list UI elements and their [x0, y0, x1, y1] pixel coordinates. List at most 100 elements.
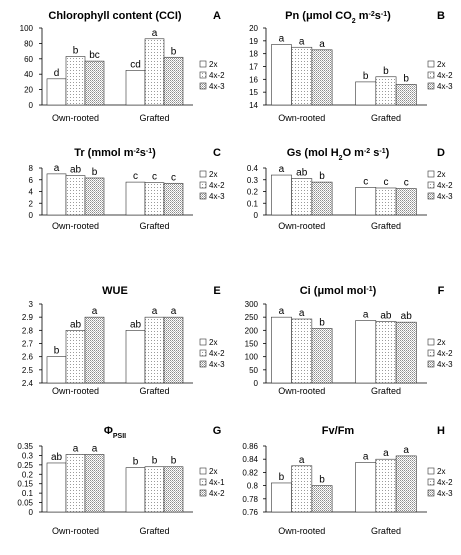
- legend-label: 4x-3: [437, 192, 453, 201]
- significance-letter: d: [54, 68, 60, 79]
- y-tick-label: 0.25: [17, 461, 33, 470]
- significance-letter: b: [171, 456, 177, 467]
- y-tick-label: 20: [249, 24, 258, 33]
- y-tick-label: 0.78: [242, 495, 258, 504]
- significance-letter: a: [383, 448, 389, 459]
- significance-letter: b: [92, 167, 98, 178]
- bar-4x-3-own-rooted: [311, 49, 333, 106]
- significance-letter: ab: [401, 311, 413, 322]
- bar-4x-2-own-rooted: [291, 46, 313, 106]
- significance-letter: a: [152, 306, 158, 317]
- y-tick-label: 100: [20, 24, 34, 33]
- bar-4x-2-own-rooted: [291, 318, 313, 384]
- panel-e: WUE E2.42.52.62.72.82.93babaOwn-rootedaba…: [22, 285, 225, 396]
- category-label: Own-rooted: [52, 526, 99, 536]
- category-label: Grafted: [139, 526, 169, 536]
- significance-letter: ab: [70, 319, 82, 330]
- legend-label: 4x-2: [209, 71, 225, 80]
- bar-4x-3-grafted: [163, 316, 184, 384]
- y-tick-label: 0.3: [247, 176, 259, 185]
- bar-2x-grafted: [125, 70, 146, 106]
- legend-swatch: [199, 489, 207, 497]
- panel-a: Chlorophyll content (CCI) A 0 20 40 60 80 100 d b…: [20, 10, 225, 123]
- y-tick-label: 0.15: [17, 480, 33, 489]
- bar-4x-3-own-rooted: [311, 181, 333, 216]
- y-tick-label: 16: [249, 75, 258, 84]
- y-tick-label: 0.05: [17, 499, 33, 508]
- category-label: Own-rooted: [52, 221, 99, 231]
- bar-4x-3-own-rooted: [84, 316, 105, 384]
- bar-2x-own-rooted: [271, 174, 292, 216]
- y-tick-label: 14: [249, 101, 258, 110]
- y-tick-label: 0: [29, 101, 34, 110]
- panel-letter: F: [438, 285, 445, 297]
- y-tick-label: 15: [249, 88, 258, 97]
- legend-label: 4x-1: [209, 478, 225, 487]
- significance-letter: a: [92, 443, 98, 454]
- significance-letter: b: [171, 46, 177, 57]
- panel-title: ΦPSII: [104, 425, 126, 440]
- legend-swatch: [427, 60, 435, 68]
- bar-4x-2-own-rooted: [65, 175, 86, 216]
- category-label: Own-rooted: [278, 113, 325, 123]
- significance-letter: a: [403, 445, 409, 456]
- panel-title: Tr (mmol m-2s-1): [74, 147, 156, 159]
- legend-swatch: [427, 181, 435, 189]
- y-tick-label: 0: [29, 211, 34, 220]
- significance-letter: a: [279, 34, 285, 45]
- y-tick-label: 2.6: [22, 353, 34, 362]
- legend-swatch: [427, 170, 435, 178]
- bar-4x-1-own-rooted: [65, 454, 86, 513]
- legend-swatch: [427, 489, 435, 497]
- legend-label: 4x-3: [437, 489, 453, 498]
- y-tick-label: 2.9: [22, 313, 34, 322]
- category-label: Grafted: [371, 386, 401, 396]
- significance-letter: ab: [296, 168, 308, 179]
- significance-letter: a: [363, 452, 369, 463]
- panel-letter: E: [213, 285, 220, 297]
- y-tick-label: 0.86: [242, 442, 258, 451]
- significance-letter: a: [92, 306, 98, 317]
- legend-swatch: [199, 181, 207, 189]
- panel-letter: B: [437, 10, 445, 22]
- legend-label: 4x-2: [209, 489, 225, 498]
- legend-label: 2x: [209, 467, 217, 476]
- category-label: Own-rooted: [52, 386, 99, 396]
- legend-label: 2x: [437, 338, 445, 347]
- category-label: Own-rooted: [52, 113, 99, 123]
- bar-4x-2-own-rooted: [291, 178, 313, 216]
- legend-label: 2x: [437, 467, 445, 476]
- legend-swatch: [199, 349, 207, 357]
- panel-letter: A: [213, 10, 221, 22]
- legend-label: 4x-3: [209, 360, 225, 369]
- legend-swatch: [199, 338, 207, 346]
- bar-4x-2-grafted: [144, 38, 165, 106]
- y-tick-label: 150: [245, 340, 259, 349]
- legend-label: 4x-2: [209, 349, 225, 358]
- significance-letter: b: [363, 71, 369, 82]
- y-tick-label: 0.3: [22, 451, 34, 460]
- legend-swatch: [427, 349, 435, 357]
- category-label: Grafted: [371, 113, 401, 123]
- y-tick-label: 20: [24, 86, 33, 95]
- significance-letter: c: [133, 171, 138, 182]
- y-tick-label: 0.4: [247, 164, 259, 173]
- significance-letter: bc: [89, 50, 100, 61]
- significance-letter: b: [319, 475, 325, 486]
- y-tick-label: 60: [24, 55, 33, 64]
- y-tick-label: 2.5: [22, 366, 34, 375]
- y-tick-label: 100: [245, 353, 259, 362]
- category-label: Grafted: [139, 221, 169, 231]
- significance-letter: a: [363, 310, 369, 321]
- y-tick-label: 0.76: [242, 508, 258, 517]
- y-tick-label: 6: [29, 176, 34, 185]
- panel-title: Gs (mol H2O m-2 s-1): [287, 147, 390, 162]
- y-tick-label: 0.84: [242, 455, 258, 464]
- legend-swatch: [199, 82, 207, 90]
- y-tick-label: 0.8: [247, 482, 259, 491]
- significance-letter: ab: [51, 452, 63, 463]
- bar-2x-grafted: [125, 467, 146, 513]
- y-tick-label: 2: [29, 199, 34, 208]
- legend-label: 4x-3: [437, 82, 453, 91]
